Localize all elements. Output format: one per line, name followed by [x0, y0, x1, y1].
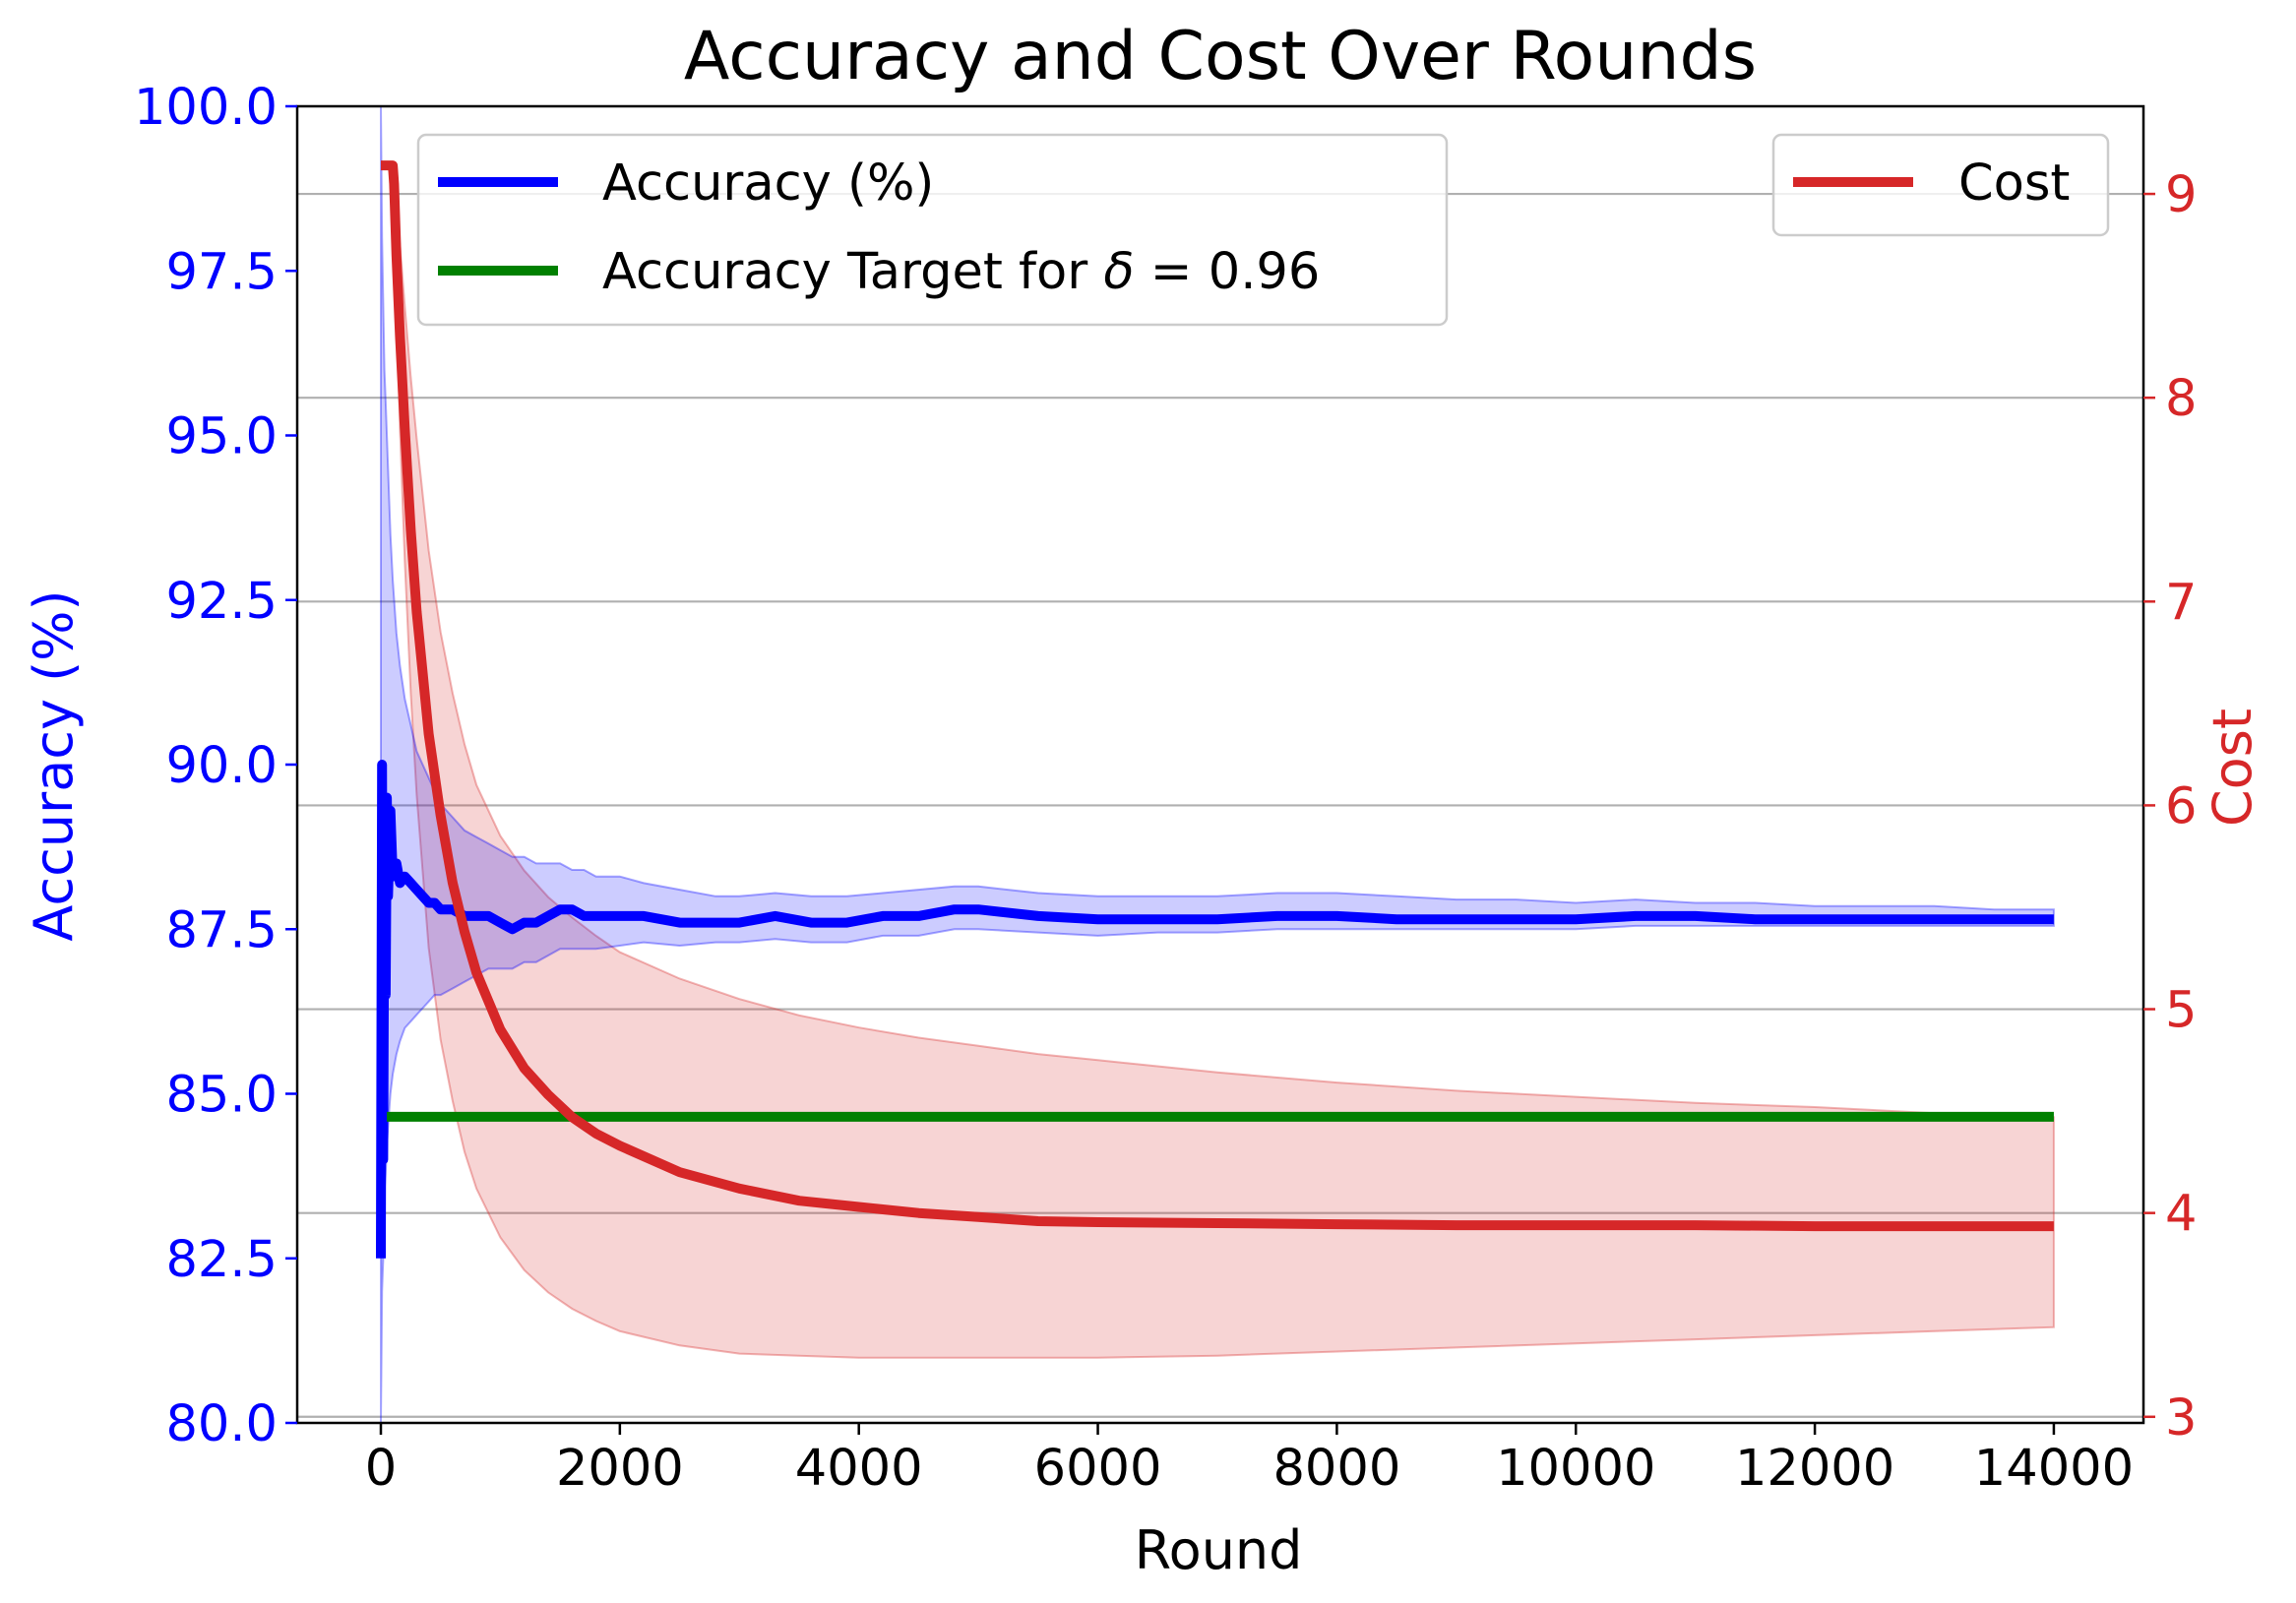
- y-left-axis-label: Accuracy (%): [23, 589, 85, 941]
- legend-accuracy: Accuracy (%) Accuracy Target for δ = 0.9…: [416, 133, 1449, 327]
- accuracy-line: [376, 760, 2054, 1259]
- y-left-tick-label-90.0: 90.0: [165, 737, 278, 795]
- y-right-tick-label-7: 7: [2165, 574, 2197, 632]
- y-left-tick-label-80.0: 80.0: [165, 1395, 278, 1453]
- x-tick-label-4000: 4000: [795, 1440, 923, 1498]
- cost-line: [378, 160, 2054, 1232]
- y-left-axis-ticks: 80.0 82.5 85.0 87.5 90.0 92.5 95.0 97.5 100.0: [134, 79, 297, 1453]
- y-left-tick-label-100.0: 100.0: [134, 79, 278, 137]
- y-right-axis-label: Cost: [2202, 709, 2264, 827]
- x-axis-ticks: 0 2000 4000 6000 8000 10000 12000 14000: [365, 1423, 2134, 1498]
- legend-target-label: Accuracy Target for δ = 0.96: [602, 243, 1320, 301]
- x-tick-label-0: 0: [365, 1440, 397, 1498]
- x-tick-label-6000: 6000: [1034, 1440, 1162, 1498]
- y-right-tick-label-6: 6: [2165, 777, 2197, 835]
- x-tick-label-12000: 12000: [1735, 1440, 1894, 1498]
- x-tick-label-10000: 10000: [1496, 1440, 1655, 1498]
- y-right-tick-label-5: 5: [2165, 982, 2197, 1040]
- legend-target-label-suffix: = 0.96: [1135, 243, 1321, 301]
- y-right-tick-label-8: 8: [2165, 370, 2197, 428]
- cost-confidence-band: [392, 165, 2055, 1359]
- legend-cost: Cost: [1771, 133, 2110, 237]
- y-right-axis-ticks: 3 4 5 6 7 8 9: [2143, 166, 2197, 1448]
- legend-target-label-symbol: δ: [1103, 243, 1134, 301]
- x-axis-label: Round: [1135, 1519, 1303, 1581]
- x-tick-label-14000: 14000: [1974, 1440, 2134, 1498]
- accuracy-confidence-band: [380, 105, 2055, 1424]
- y-left-tick-label-92.5: 92.5: [165, 573, 278, 631]
- x-tick-label-8000: 8000: [1272, 1440, 1400, 1498]
- y-left-tick-label-95.0: 95.0: [165, 408, 278, 466]
- y-left-tick-label-87.5: 87.5: [165, 901, 278, 959]
- y-right-tick-label-9: 9: [2165, 166, 2197, 224]
- legend-cost-box: [1771, 133, 2110, 237]
- y-right-tick-label-3: 3: [2165, 1389, 2197, 1448]
- legend-accuracy-box: [416, 133, 1449, 327]
- x-tick-label-2000: 2000: [556, 1440, 684, 1498]
- legend-cost-label: Cost: [1958, 154, 2070, 213]
- legend-accuracy-label: Accuracy (%): [602, 154, 934, 213]
- chart-title: Accuracy and Cost Over Rounds: [684, 18, 1757, 95]
- plot-area: [376, 105, 2055, 1424]
- legend-target-label-prefix: Accuracy Target for: [602, 243, 1103, 301]
- y-left-tick-label-97.5: 97.5: [165, 243, 278, 301]
- y-left-tick-label-85.0: 85.0: [165, 1067, 278, 1125]
- y-left-tick-label-82.5: 82.5: [165, 1231, 278, 1289]
- y-right-tick-label-4: 4: [2165, 1186, 2197, 1244]
